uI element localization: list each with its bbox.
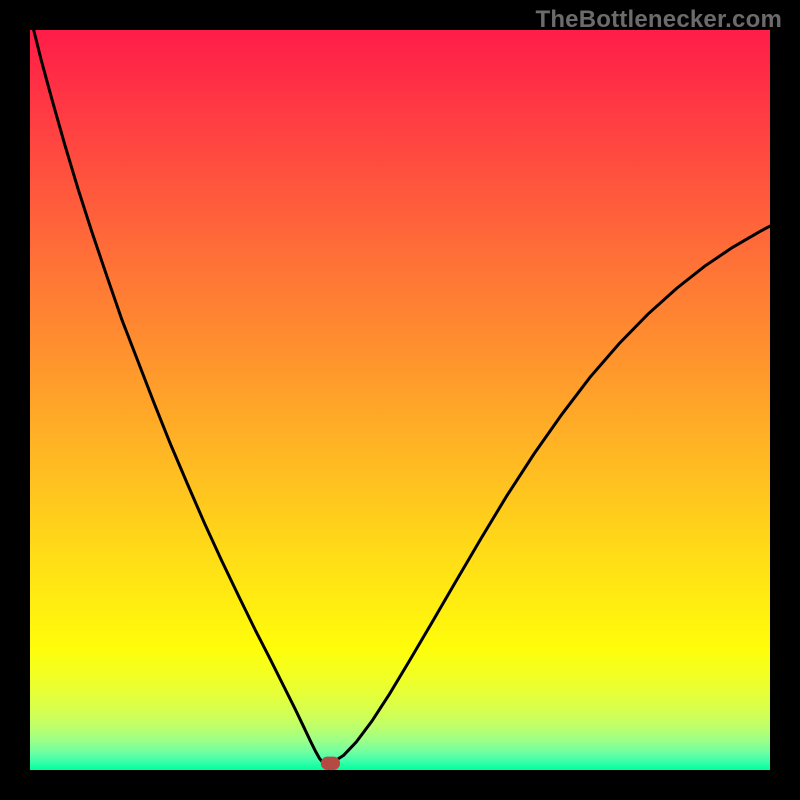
bottleneck-marker	[321, 757, 340, 770]
chart-svg	[30, 30, 770, 770]
gradient-background	[30, 30, 770, 770]
bottleneck-chart	[30, 30, 770, 770]
